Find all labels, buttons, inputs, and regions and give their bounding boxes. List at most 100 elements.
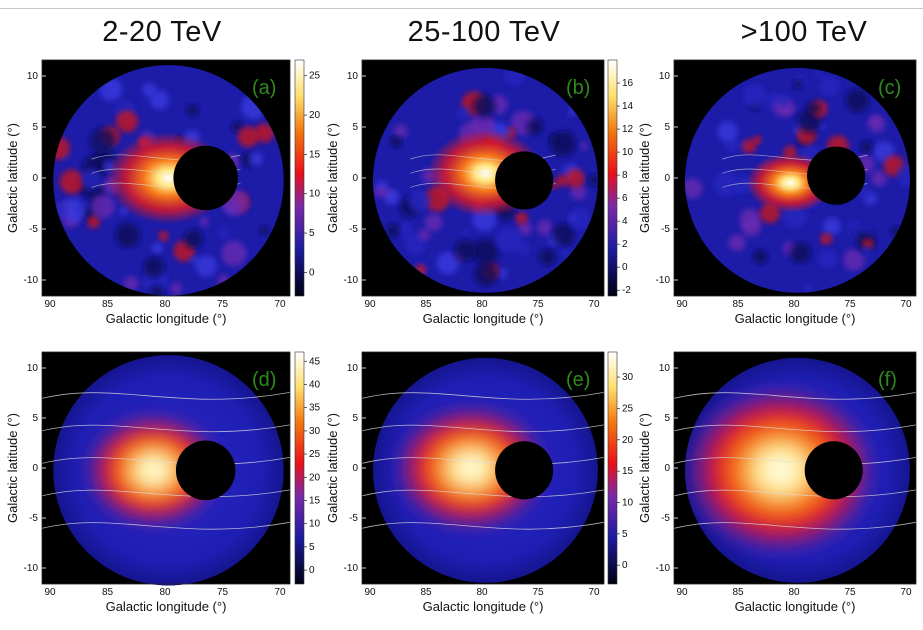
significance-map	[372, 357, 598, 583]
y-tick-label: -5	[349, 224, 358, 235]
colorbar-tick-label: 5	[309, 228, 315, 239]
colorbar-tick-label: 45	[309, 356, 321, 367]
x-tick-label: 85	[732, 299, 744, 310]
x-tick-label: 70	[588, 587, 600, 598]
x-tick-label: 90	[364, 587, 376, 598]
panel-f: (f) 10 5 0 -5 -10 90 85 80 75 70 Galactic longitude…	[637, 351, 917, 614]
colorbar-tick-label: 6	[622, 193, 628, 204]
y-tick-label: -10	[24, 563, 39, 574]
y-tick-label: -10	[344, 563, 359, 574]
panel-label: (b)	[566, 77, 590, 99]
x-tick-label: 85	[102, 587, 114, 598]
panel-d: (d) 10 5 0 -5 -10 90 85 80 75 70 Galactic longitude…	[5, 351, 321, 614]
y-axis-label: Galactic latitude (°)	[325, 413, 340, 523]
x-tick-label: 80	[159, 587, 171, 598]
panel-label: (e)	[566, 369, 590, 391]
y-tick-label: -5	[661, 513, 670, 524]
colorbar	[294, 59, 305, 297]
y-tick-label: 0	[32, 173, 38, 184]
colorbar-tick-label: 16	[622, 78, 634, 89]
panel-e: (e) 10 5 0 -5 -10 90 85 80 75 70 Galactic longitude…	[325, 351, 634, 614]
colorbar-tick-label: 8	[622, 170, 628, 181]
y-axis-label: Galactic latitude (°)	[325, 123, 340, 233]
panel-label: (d)	[252, 369, 276, 391]
y-tick-label: -10	[656, 563, 671, 574]
y-tick-label: -5	[661, 224, 670, 235]
colorbar-tick-label: 4	[622, 216, 628, 227]
x-tick-label: 90	[364, 299, 376, 310]
y-tick-label: 5	[352, 413, 358, 424]
y-tick-label: 5	[32, 413, 38, 424]
panel-label: (f)	[878, 369, 897, 391]
y-tick-label: 10	[347, 363, 359, 374]
colorbar-tick-label: 10	[309, 189, 321, 200]
x-tick-label: 85	[102, 299, 114, 310]
panel-c: (c) 10 5 0 -5 -10 90 85 80 75 70 Galactic longitude…	[637, 59, 917, 326]
x-tick-label: 90	[44, 587, 56, 598]
y-tick-label: 5	[664, 122, 670, 133]
x-tick-label: 85	[732, 587, 744, 598]
y-tick-label: 10	[27, 71, 39, 82]
x-tick-label: 75	[844, 299, 856, 310]
mask-region	[495, 441, 554, 500]
x-tick-label: 75	[532, 587, 544, 598]
significance-map	[684, 357, 910, 583]
x-tick-label: 75	[532, 299, 544, 310]
colorbar-tick-label: 10	[622, 147, 634, 158]
x-tick-label: 80	[159, 299, 171, 310]
x-tick-label: 70	[900, 587, 912, 598]
y-tick-label: 10	[27, 363, 39, 374]
y-tick-label: 0	[32, 463, 38, 474]
x-tick-label: 70	[274, 587, 286, 598]
x-tick-label: 85	[420, 299, 432, 310]
mask-region	[495, 151, 554, 210]
y-tick-label: -10	[656, 275, 671, 286]
colorbar-tick-label: 0	[622, 262, 628, 273]
y-tick-label: 0	[664, 463, 670, 474]
x-tick-label: 90	[676, 587, 688, 598]
y-tick-label: -5	[29, 513, 38, 524]
colorbar-tick-label: 5	[622, 529, 628, 540]
x-tick-label: 75	[844, 587, 856, 598]
y-tick-label: 10	[347, 71, 359, 82]
top-rule	[0, 8, 923, 9]
y-tick-label: -5	[349, 513, 358, 524]
y-tick-label: 5	[352, 122, 358, 133]
colorbar-tick-label: 10	[309, 519, 321, 530]
x-axis-label: Galactic longitude (°)	[106, 311, 227, 326]
colorbar-tick-label: 35	[309, 403, 321, 414]
x-axis-label: Galactic longitude (°)	[423, 311, 544, 326]
colorbar-tick-label: 25	[309, 71, 321, 82]
colorbar-tick-label: 0	[622, 560, 628, 571]
x-tick-label: 70	[900, 299, 912, 310]
x-tick-label: 80	[476, 299, 488, 310]
y-axis-label: Galactic latitude (°)	[5, 413, 20, 523]
y-tick-label: 5	[32, 122, 38, 133]
y-axis-label: Galactic latitude (°)	[5, 123, 20, 233]
x-tick-label: 80	[476, 587, 488, 598]
y-axis-label: Galactic latitude (°)	[637, 123, 652, 233]
colorbar-tick-label: 20	[622, 435, 634, 446]
mask-region	[804, 441, 863, 500]
x-tick-label: 70	[588, 299, 600, 310]
x-tick-label: 90	[676, 299, 688, 310]
colorbar-tick-label: 30	[309, 426, 321, 437]
colorbar-tick-label: 12	[622, 124, 634, 135]
significance-map	[53, 65, 284, 296]
colorbar-tick-label: 30	[622, 372, 634, 383]
y-tick-label: -5	[29, 224, 38, 235]
panel-label: (c)	[878, 77, 901, 99]
y-tick-label: -10	[24, 275, 39, 286]
x-tick-label: 70	[274, 299, 286, 310]
y-tick-label: 0	[352, 463, 358, 474]
y-tick-label: 0	[352, 173, 358, 184]
column-title-2: 25-100 TeV	[407, 16, 561, 48]
column-title-1: 2-20 TeV	[102, 16, 222, 48]
mask-region	[175, 440, 236, 501]
colorbar-tick-label: 0	[309, 267, 315, 278]
x-tick-label: 80	[788, 299, 800, 310]
y-tick-label: 10	[659, 363, 671, 374]
colorbar	[294, 351, 305, 585]
colorbar-tick-label: -2	[622, 285, 631, 296]
